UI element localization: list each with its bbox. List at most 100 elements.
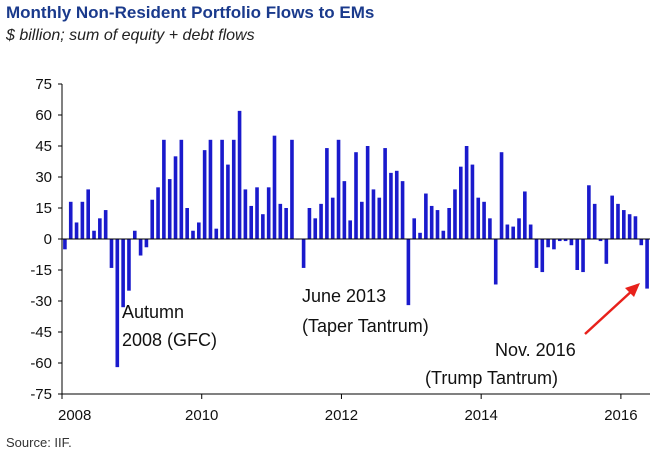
bar [616, 203, 620, 239]
bar [371, 189, 376, 239]
bar [627, 214, 632, 239]
bar [493, 239, 498, 285]
y-tick-label: -30 [30, 293, 52, 310]
bar [272, 135, 277, 239]
y-tick-label: -60 [30, 355, 52, 372]
bar [528, 224, 533, 239]
bar [243, 189, 248, 239]
x-tick-label: 2012 [325, 407, 358, 424]
bar [284, 208, 288, 239]
bar [74, 222, 79, 239]
bar [639, 239, 644, 246]
bar [587, 185, 591, 239]
y-tick-label: -75 [30, 386, 52, 403]
bar [197, 222, 201, 239]
bar [202, 150, 207, 239]
bar [313, 218, 318, 239]
y-tick-label: 0 [44, 231, 52, 248]
bar [290, 139, 294, 239]
bar [208, 139, 213, 239]
bar [365, 146, 370, 239]
x-tick-label: 2010 [185, 407, 218, 424]
bar [482, 201, 486, 239]
bar [610, 195, 614, 239]
bar [68, 201, 73, 239]
bar [488, 218, 492, 239]
bar [540, 239, 545, 273]
bar [505, 224, 510, 239]
bar [441, 230, 446, 239]
bar [173, 156, 178, 239]
bar [377, 197, 382, 239]
bar [92, 230, 96, 239]
chart-subtitle: $ billion; sum of equity + debt flows [6, 27, 255, 44]
bar [633, 216, 638, 239]
y-tick-label: 45 [35, 138, 52, 155]
bar [307, 208, 312, 239]
bar [319, 203, 323, 239]
bar [464, 146, 469, 239]
bar [144, 239, 149, 248]
bar [86, 189, 90, 239]
x-tick-label: 2008 [58, 407, 91, 424]
axes [58, 83, 650, 395]
bar [109, 239, 114, 268]
annotation-gfc-line2: 2008 (GFC) [122, 330, 217, 350]
annotation-taper-line1: June 2013 [302, 286, 386, 306]
bar [127, 239, 131, 291]
bar [138, 239, 143, 256]
bar [301, 239, 306, 268]
annotation-arrow-head [625, 283, 640, 297]
bar [354, 152, 358, 239]
x-tick-label: 2014 [464, 407, 497, 424]
bar [231, 139, 236, 239]
chart-source: Source: IIF. [6, 435, 72, 450]
bar [569, 239, 574, 246]
bar [581, 239, 585, 273]
bar [598, 239, 603, 242]
y-tick-label: -15 [30, 262, 52, 279]
bar [604, 239, 609, 264]
bar [546, 239, 550, 248]
bar [592, 203, 597, 239]
bar [179, 139, 184, 239]
bar [476, 197, 481, 239]
bar [156, 187, 160, 239]
chart-title: Monthly Non-Resident Portfolio Flows to … [6, 3, 375, 22]
bar [167, 179, 172, 239]
bar [557, 239, 562, 242]
bar [330, 197, 335, 239]
bar [389, 172, 393, 239]
x-tick-label: 2016 [604, 407, 637, 424]
bar [80, 201, 85, 239]
bar [261, 214, 265, 239]
bar [470, 164, 475, 239]
bar [394, 170, 399, 239]
bar [249, 205, 254, 239]
bar [523, 191, 527, 239]
bar [115, 239, 120, 368]
bar [424, 193, 428, 239]
bar [162, 139, 166, 239]
bar-series [63, 110, 649, 368]
y-tick-label: 60 [35, 107, 52, 124]
bar [150, 199, 155, 239]
bar [103, 210, 108, 239]
bar [348, 220, 352, 239]
bar [435, 210, 440, 239]
bar [412, 218, 417, 239]
y-tick-label: 75 [35, 76, 52, 93]
bar [575, 239, 580, 270]
bar [383, 148, 387, 239]
bar [220, 139, 224, 239]
x-axis-ticks: 2008 2010 2012 2014 2016 [58, 394, 638, 424]
bar [191, 230, 195, 239]
bar [214, 228, 219, 239]
bar [534, 239, 539, 268]
y-axis-ticks: 75 60 45 30 15 0 -15 -30 -45 -60 -75 [30, 76, 52, 403]
bar [511, 226, 515, 239]
bar [645, 239, 649, 289]
bar [185, 208, 189, 239]
bar [98, 218, 102, 239]
